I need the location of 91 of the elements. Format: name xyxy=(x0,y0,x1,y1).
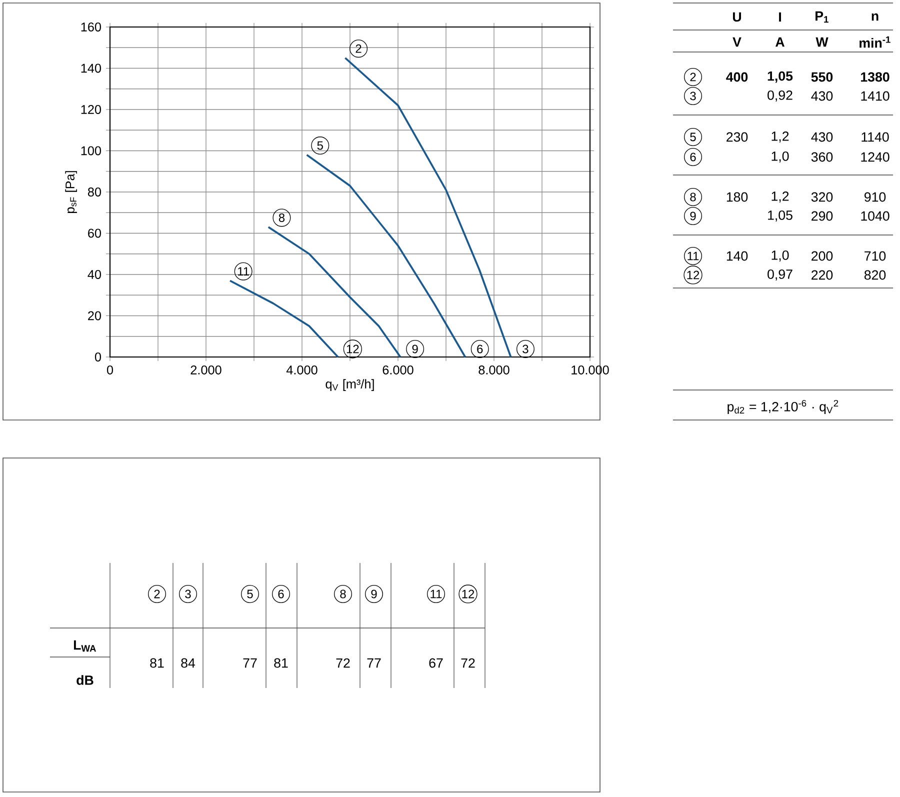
y-tick-label: 80 xyxy=(88,188,102,196)
x-tick-label: 8.000 xyxy=(478,365,510,374)
text: 360 xyxy=(811,152,833,162)
text: 5 xyxy=(690,132,696,142)
text: 8 xyxy=(690,192,696,202)
y-tick-label: 0 xyxy=(94,352,102,362)
y-tick-label: 20 xyxy=(88,311,102,320)
text: 1380 xyxy=(861,72,890,82)
x-tick-label: 2.000 xyxy=(190,365,222,374)
text: 1410 xyxy=(861,91,890,101)
text: 0,97 xyxy=(768,269,792,281)
annotation: 8 xyxy=(278,213,285,222)
text: 6 xyxy=(690,152,696,162)
text: 910 xyxy=(864,192,886,202)
text: 3 xyxy=(185,590,191,598)
text: 430 xyxy=(811,91,833,101)
text: 430 xyxy=(811,132,833,142)
y-tick-label: 120 xyxy=(81,105,102,114)
text: 12 xyxy=(687,270,700,280)
text: 1,05 xyxy=(768,71,793,83)
text: 0,92 xyxy=(768,90,792,102)
text: 1,2 xyxy=(772,131,789,143)
line-series xyxy=(344,57,512,358)
text: p$_{d2}$ = 1,2·10$^{-6}$ · q$_{V}$2 xyxy=(728,400,838,414)
text: 220 xyxy=(812,270,833,280)
text: 550 xyxy=(811,72,833,82)
text: 1040 xyxy=(861,211,890,221)
text: 1,0 xyxy=(772,250,789,262)
text: 320 xyxy=(811,192,833,202)
text: 1240 xyxy=(861,152,890,162)
text: min$^{-1}$ xyxy=(860,36,890,48)
text: L$_{WA}$ xyxy=(74,640,96,652)
text: U xyxy=(732,12,742,22)
text: 77 xyxy=(367,658,381,668)
text: 2 xyxy=(690,72,696,82)
text: 1,05 xyxy=(768,210,792,222)
y-tick-label: 100 xyxy=(81,146,102,156)
text: 1140 xyxy=(862,132,889,142)
text: 81 xyxy=(274,658,288,668)
text: 9 xyxy=(690,212,696,220)
text: 8 xyxy=(340,590,346,598)
annotation: 12 xyxy=(346,344,359,354)
text: 1,2 xyxy=(772,191,789,203)
text: 77 xyxy=(243,658,257,668)
y-tick-label: 160 xyxy=(81,22,102,32)
y-axis-title: p$_{sF}$ [Pa] xyxy=(65,171,78,213)
annotation: 3 xyxy=(522,344,528,354)
text: 3 xyxy=(690,92,696,100)
text: 820 xyxy=(864,270,886,280)
y-tick-label: 60 xyxy=(88,228,102,238)
text: 11 xyxy=(430,590,442,598)
text: n xyxy=(872,13,878,21)
text: 9 xyxy=(371,590,377,598)
text: 200 xyxy=(812,251,833,261)
text: P$_{1}$ xyxy=(816,11,828,23)
text: 5 xyxy=(247,590,253,598)
x-tick-label: 4.000 xyxy=(286,365,318,374)
line-series xyxy=(267,226,402,358)
annotation: 6 xyxy=(477,344,483,354)
text: 710 xyxy=(864,251,886,261)
text: 11 xyxy=(688,252,699,260)
text: 12 xyxy=(462,590,474,598)
text: 2 xyxy=(154,590,160,598)
line-series xyxy=(229,280,339,358)
y-tick-label: 40 xyxy=(88,270,102,279)
text: A xyxy=(776,37,784,47)
text: 230 xyxy=(726,132,748,142)
text: 72 xyxy=(336,658,350,668)
text: 67 xyxy=(429,658,443,668)
text: 290 xyxy=(812,211,833,221)
text: dB xyxy=(76,675,94,685)
text: 6 xyxy=(278,590,284,598)
text: 180 xyxy=(726,192,748,202)
text: 84 xyxy=(181,658,196,668)
line-series xyxy=(306,154,466,358)
y-tick-label: 140 xyxy=(81,64,102,73)
text: W xyxy=(816,37,828,47)
text: V xyxy=(732,37,742,47)
text: 140 xyxy=(726,251,748,261)
x-axis-title: q$_{V}$ [m³/h] xyxy=(326,379,374,391)
annotation: 11 xyxy=(238,267,249,276)
x-tick-label: 0 xyxy=(106,365,114,374)
text: I xyxy=(779,12,781,22)
annotation: 9 xyxy=(412,344,418,354)
text: 1,0 xyxy=(772,151,789,163)
text: 81 xyxy=(150,658,164,668)
annotation: 5 xyxy=(317,141,323,150)
text: 400 xyxy=(726,72,748,82)
text: 72 xyxy=(461,658,475,668)
annotation: 2 xyxy=(356,44,362,53)
x-tick-label: 6.000 xyxy=(382,365,414,374)
